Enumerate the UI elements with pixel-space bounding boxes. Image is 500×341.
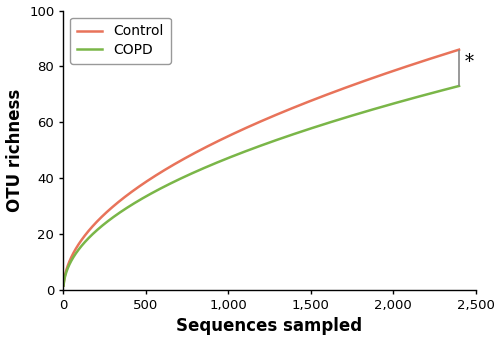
Y-axis label: OTU richness: OTU richness [6, 89, 24, 212]
Control [456, 48, 462, 52]
Control [80, 235, 86, 239]
COPD [253, 145, 259, 149]
Control [60, 283, 66, 287]
COPD [80, 241, 86, 246]
Control [242, 126, 248, 130]
Control [444, 51, 450, 55]
COPD [444, 87, 450, 91]
Legend: Control, COPD: Control, COPD [70, 17, 170, 63]
Line: COPD: COPD [64, 86, 459, 286]
COPD [242, 149, 248, 153]
Text: *: * [465, 53, 474, 71]
COPD [444, 87, 450, 91]
COPD [60, 284, 66, 288]
Line: Control: Control [64, 50, 459, 285]
Control [444, 51, 450, 55]
Control [253, 121, 259, 125]
X-axis label: Sequences sampled: Sequences sampled [176, 317, 362, 336]
COPD [456, 84, 462, 88]
COPD [372, 107, 378, 111]
Control [372, 75, 378, 79]
